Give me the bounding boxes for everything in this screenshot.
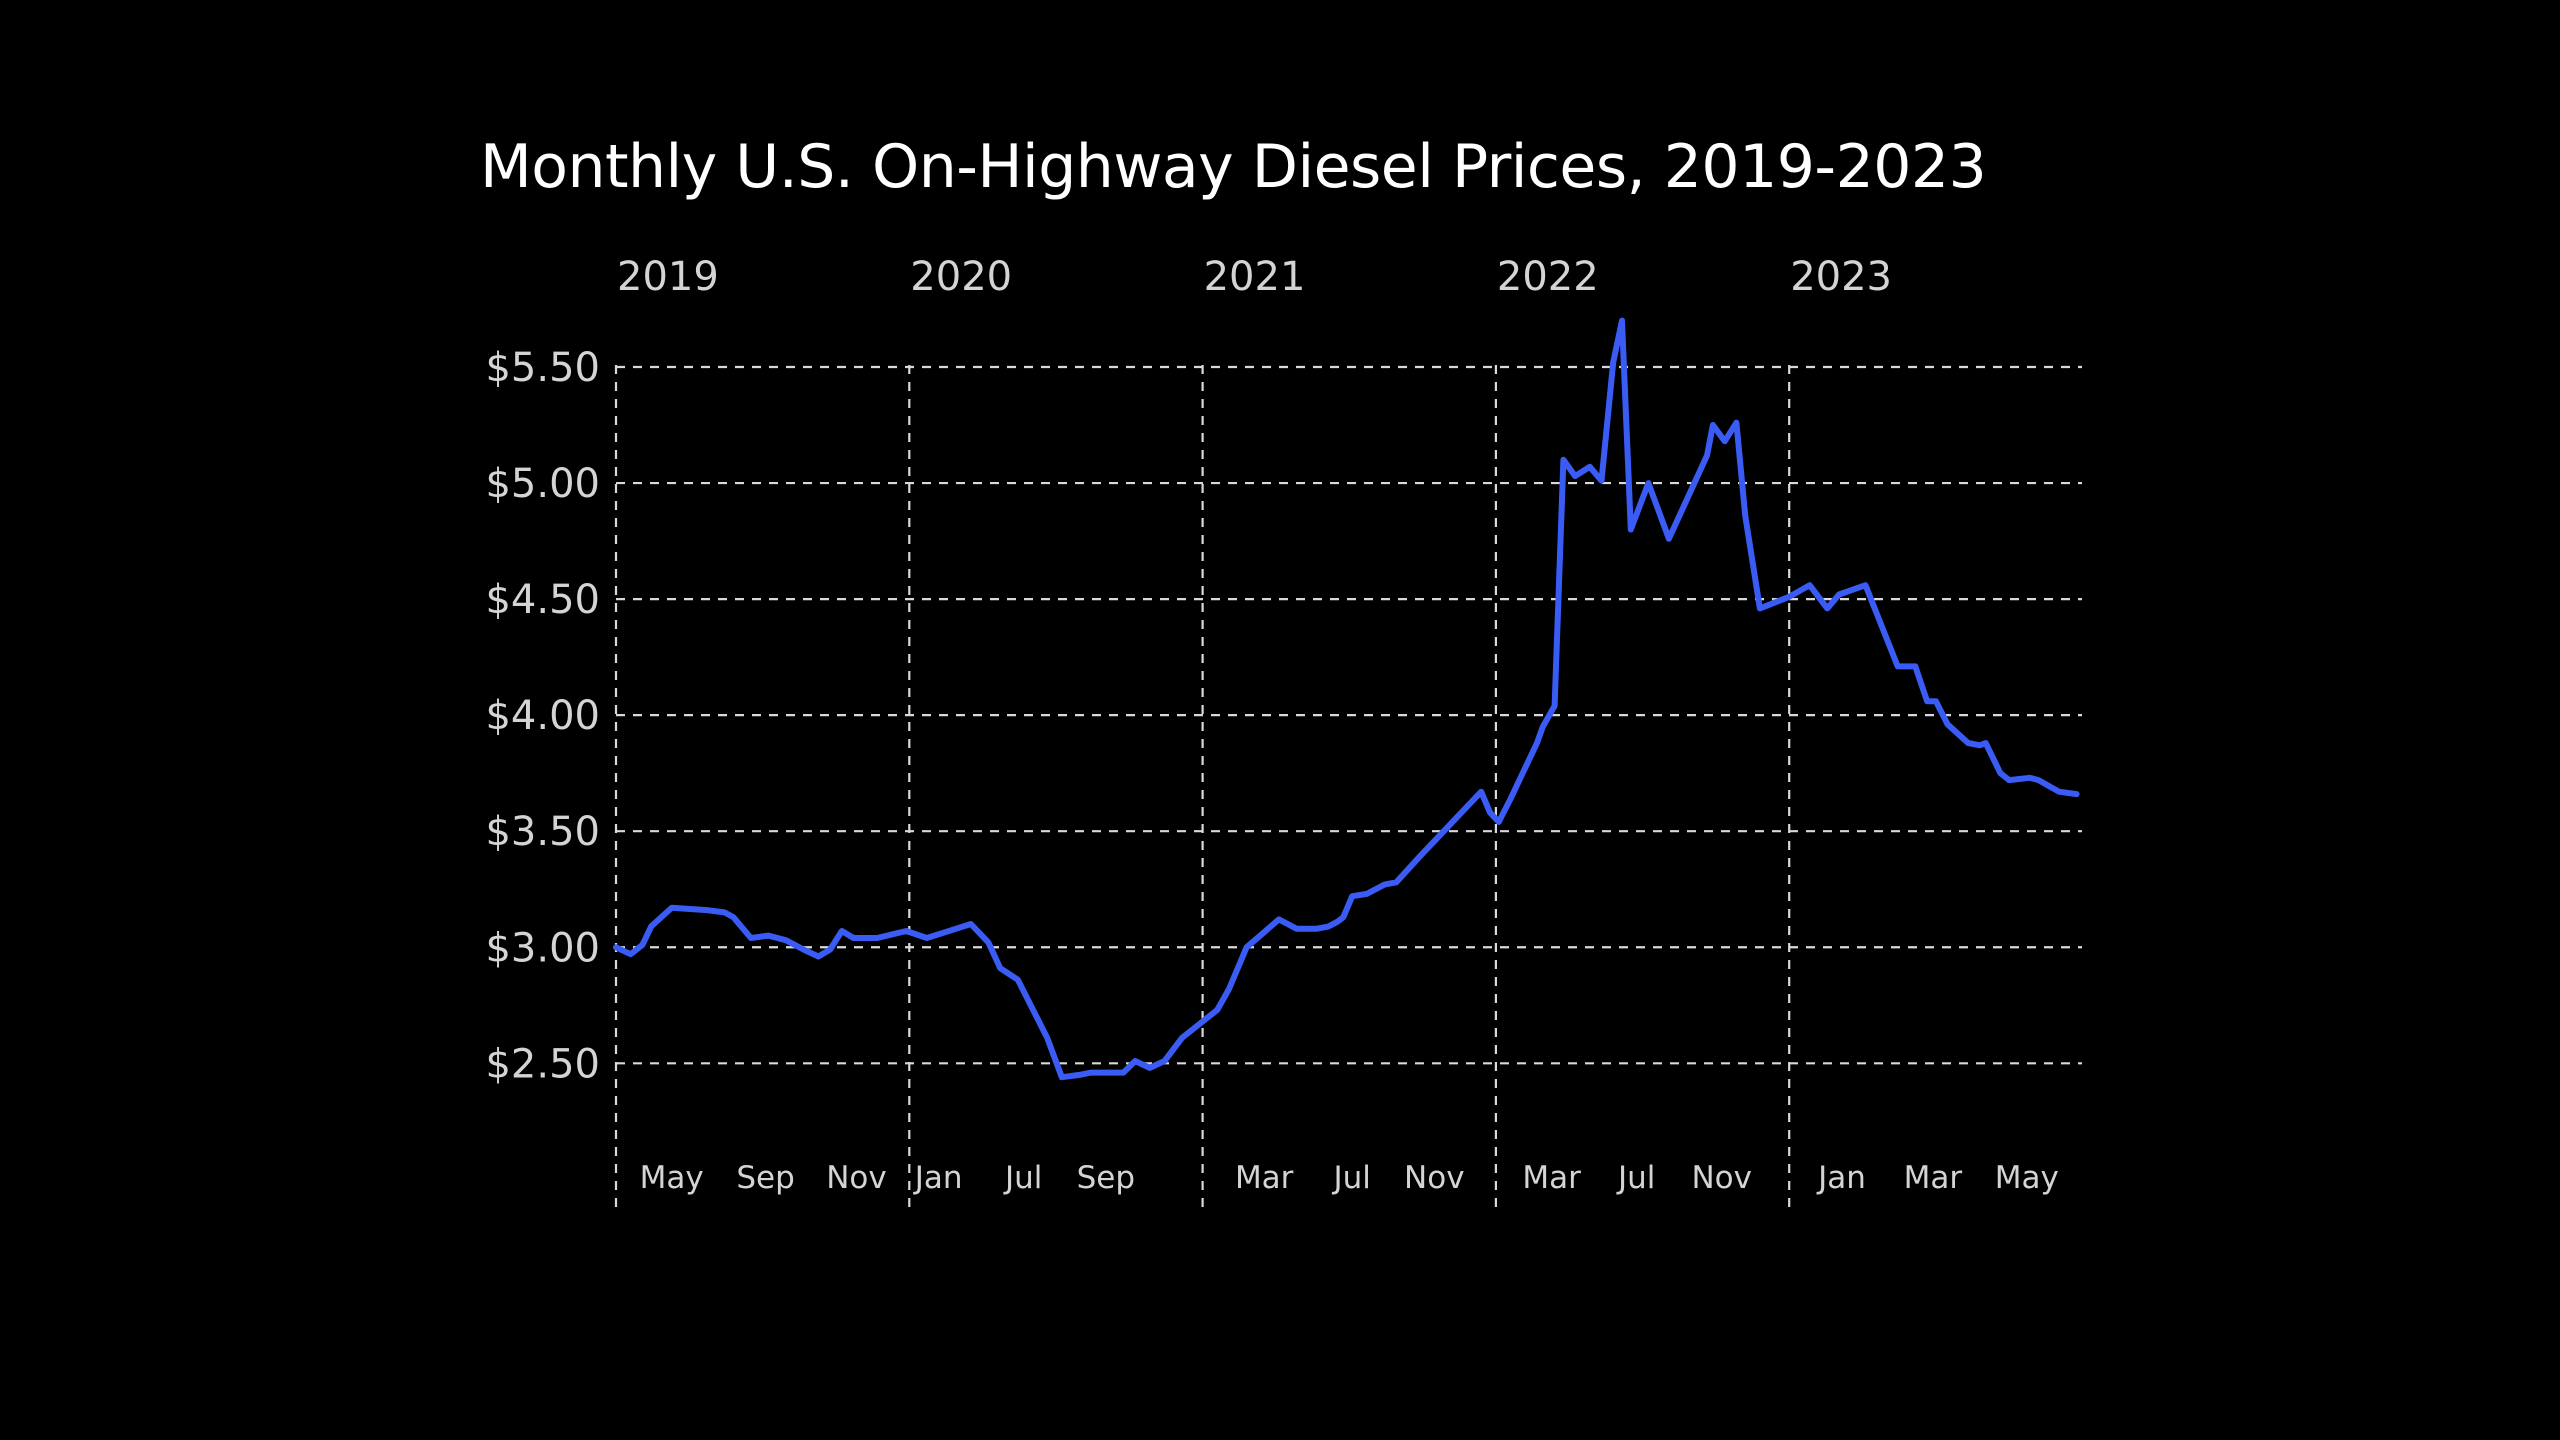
axis-labels: $2.50 $3.00 $3.50 $4.00 $4.50 $5.00 $5.50 2019 2… bbox=[485, 254, 2058, 1196]
y-tick-label: $5.00 bbox=[485, 461, 600, 507]
y-tick-label: $3.50 bbox=[485, 809, 600, 855]
year-tick-label: 2020 bbox=[910, 254, 1012, 300]
month-tick-label: Nov bbox=[1691, 1160, 1752, 1196]
month-tick-label: May bbox=[1995, 1160, 2059, 1196]
y-tick-label: $2.50 bbox=[485, 1041, 600, 1087]
y-tick-label: $4.50 bbox=[485, 577, 600, 623]
month-tick-label: Jul bbox=[1331, 1160, 1370, 1196]
year-tick-label: 2022 bbox=[1497, 254, 1599, 300]
month-tick-label: Nov bbox=[826, 1160, 887, 1196]
month-tick-label: Jan bbox=[913, 1160, 963, 1196]
year-tick-label: 2021 bbox=[1204, 254, 1306, 300]
month-tick-label: Sep bbox=[1077, 1160, 1135, 1196]
year-tick-label: 2019 bbox=[617, 254, 719, 300]
chart-title: Monthly U.S. On-Highway Diesel Prices, 2… bbox=[480, 132, 1987, 202]
year-tick-label: 2023 bbox=[1790, 254, 1892, 300]
month-tick-label: Mar bbox=[1522, 1160, 1581, 1196]
month-tick-label: Mar bbox=[1235, 1160, 1294, 1196]
month-tick-label: Jan bbox=[1816, 1160, 1866, 1196]
month-tick-label: Sep bbox=[736, 1160, 794, 1196]
month-tick-label: Nov bbox=[1404, 1160, 1465, 1196]
month-tick-label: Jul bbox=[1003, 1160, 1042, 1196]
series-layer bbox=[613, 317, 2080, 1081]
y-tick-label: $3.00 bbox=[485, 925, 600, 971]
month-tick-label: May bbox=[640, 1160, 704, 1196]
series-line-0 bbox=[613, 317, 2080, 1081]
month-tick-label: Jul bbox=[1616, 1160, 1655, 1196]
y-tick-label: $4.00 bbox=[485, 693, 600, 739]
month-tick-label: Mar bbox=[1904, 1160, 1963, 1196]
grid-layer bbox=[614, 365, 2082, 1208]
y-tick-label: $5.50 bbox=[485, 345, 600, 391]
